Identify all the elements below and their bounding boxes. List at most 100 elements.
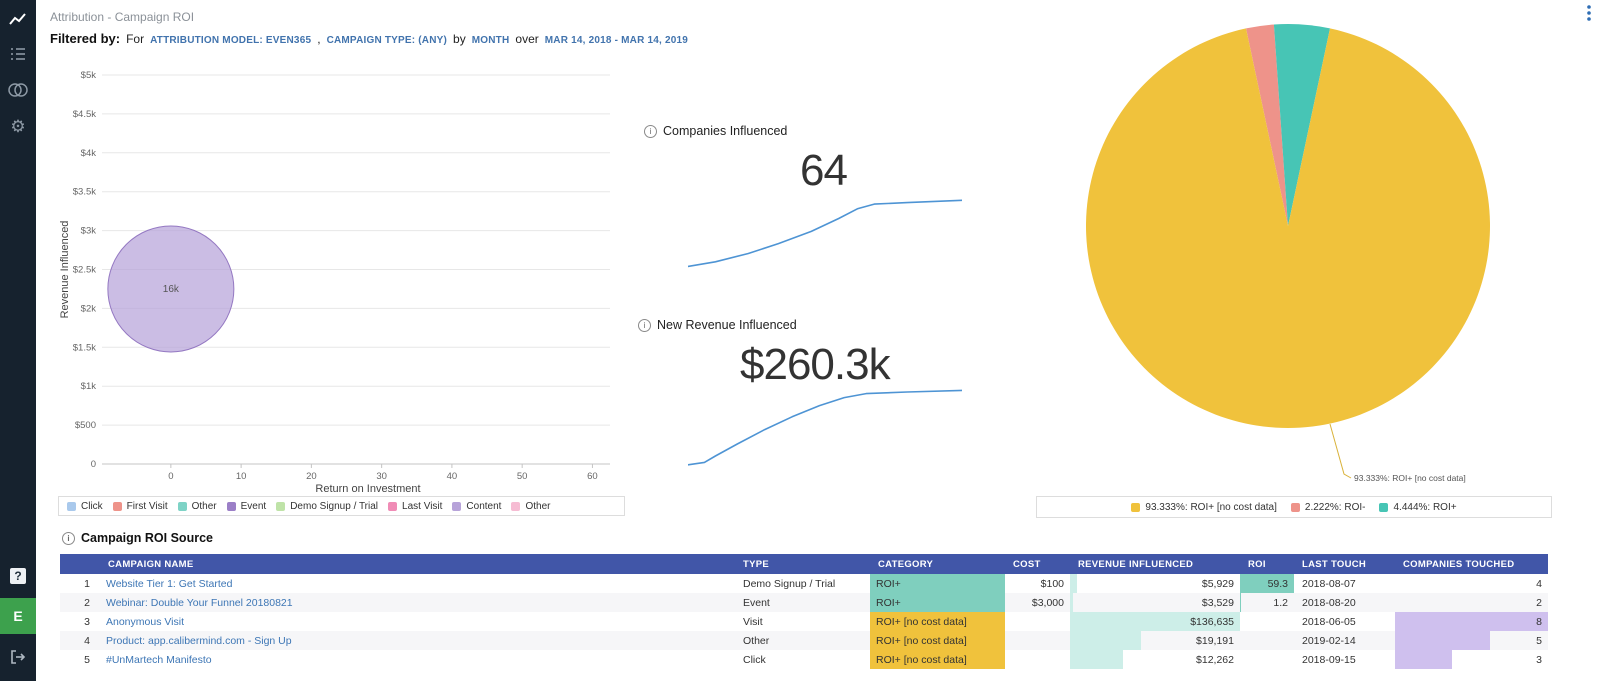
companies-influenced-title: i Companies Influenced <box>644 124 787 138</box>
companies-touched-cell: 3 <box>1395 650 1548 669</box>
pie-chart[interactable]: 93.333%: ROI+ [no cost data] <box>1072 6 1516 492</box>
filter-date-range-link[interactable]: MAR 14, 2018 - MAR 14, 2019 <box>544 35 688 46</box>
filter-prefix: For <box>126 32 145 46</box>
cell-value: 8 <box>1536 615 1542 628</box>
cell-value: 4 <box>1536 577 1542 590</box>
column-header[interactable]: TYPE <box>735 554 870 574</box>
cell-value: $19,191 <box>1196 634 1234 647</box>
legend-item[interactable]: Click <box>67 501 103 512</box>
cell-value: $3,529 <box>1201 596 1234 609</box>
revenue-influenced-cell: $19,191 <box>1070 631 1240 650</box>
table-row: 4 Product: app.calibermind.com - Sign Up O… <box>60 631 1548 650</box>
companies-data-bar <box>1395 612 1548 631</box>
kpi-title-text: New Revenue Influenced <box>657 318 797 332</box>
revenue-data-bar <box>1070 593 1074 612</box>
new-revenue-influenced-value: $260.3k <box>740 340 891 389</box>
last-touch-cell: 2018-08-07 <box>1302 577 1356 590</box>
filter-over-word: over <box>515 32 539 46</box>
category-cell: ROI+ [no cost data] <box>870 650 1005 669</box>
legend-item[interactable]: 2.222%: ROI- <box>1290 501 1366 513</box>
svg-text:Return on Investment: Return on Investment <box>315 483 420 493</box>
table-title-text: Campaign ROI Source <box>81 531 213 545</box>
analytics-icon[interactable] <box>0 8 36 32</box>
audiences-icon[interactable] <box>0 78 36 102</box>
kpi-title-text: Companies Influenced <box>663 124 788 138</box>
svg-text:$2.5k: $2.5k <box>73 265 96 276</box>
filter-label: Filtered by: <box>50 31 121 46</box>
roi-cell: 59.3 <box>1240 574 1294 593</box>
legend-item[interactable]: Other <box>511 501 550 512</box>
filter-granularity-link[interactable]: MONTH <box>471 35 510 46</box>
legend-item[interactable]: Content <box>452 501 501 512</box>
legend-label: First Visit <box>126 500 168 512</box>
legend-item[interactable]: Demo Signup / Trial <box>276 501 378 512</box>
info-icon[interactable]: i <box>62 531 75 545</box>
type-cell: Visit <box>743 615 763 628</box>
type-cell: Event <box>743 596 770 609</box>
svg-text:10: 10 <box>236 471 247 482</box>
svg-text:$4.5k: $4.5k <box>73 109 96 120</box>
cell-value: 3 <box>1536 653 1542 666</box>
revenue-data-bar <box>1070 574 1077 593</box>
settings-gear-icon[interactable]: ⚙ <box>10 116 26 136</box>
revenue-influenced-cell: $136,635 <box>1070 612 1240 631</box>
list-icon[interactable] <box>0 42 36 66</box>
bubble-chart-legend: Click First Visit Other Event Demo Signup / … <box>58 496 625 516</box>
column-header[interactable]: COMPANIES TOUCHED <box>1395 554 1548 574</box>
help-icon[interactable]: ? <box>10 568 26 584</box>
bubble-chart[interactable]: $5k $4.5k $4k $3.5k $3k $2.5k $2k $1.5k $1k $500 0… <box>58 56 628 493</box>
column-header[interactable]: CATEGORY <box>870 554 1005 574</box>
revenue-sparkline-chart[interactable] <box>688 388 962 468</box>
companies-sparkline-chart[interactable] <box>688 198 962 274</box>
legend-label: 2.222%: ROI- <box>1304 501 1366 513</box>
cost-cell: $100 <box>1040 577 1064 590</box>
legend-swatch-icon <box>226 501 236 511</box>
row-number: 2 <box>84 596 90 609</box>
column-header[interactable]: COST <box>1005 554 1070 574</box>
table-row: 5 #UnMartech Manifesto Click ROI+ [no cost … <box>60 650 1548 669</box>
legend-item[interactable]: First Visit <box>112 500 168 512</box>
column-header[interactable]: ROI <box>1240 554 1294 574</box>
campaign-name-link[interactable]: Website Tier 1: Get Started <box>106 577 233 590</box>
legend-label: Click <box>81 500 103 512</box>
legend-item[interactable]: 93.333%: ROI+ [no cost data] <box>1131 502 1277 513</box>
filter-attribution-model-link[interactable]: ATTRIBUTION MODEL: Even365 <box>150 35 312 46</box>
legend-item[interactable]: Event <box>226 501 266 512</box>
table-row: 2 Webinar: Double Your Funnel 20180821 Eve… <box>60 593 1548 612</box>
filter-bar: Filtered by: For ATTRIBUTION MODEL: Even… <box>50 31 688 51</box>
companies-data-bar <box>1395 650 1452 669</box>
companies-touched-cell: 5 <box>1395 631 1548 650</box>
legend-item[interactable]: Last Visit <box>388 501 442 512</box>
info-icon[interactable]: i <box>644 124 657 138</box>
revenue-data-bar <box>1070 631 1142 650</box>
campaign-name-link[interactable]: Anonymous Visit <box>106 615 185 628</box>
legend-swatch-icon <box>276 501 286 511</box>
column-header[interactable]: REVENUE INFLUENCED <box>1070 554 1240 574</box>
legend-item[interactable]: 4.444%: ROI+ <box>1379 502 1457 513</box>
legend-label: Other <box>191 500 217 512</box>
companies-touched-cell: 8 <box>1395 612 1548 631</box>
row-number: 1 <box>84 577 90 590</box>
type-cell: Other <box>743 634 770 647</box>
campaign-name-link[interactable]: Product: app.calibermind.com - Sign Up <box>106 634 292 647</box>
svg-text:93.333%: ROI+ [no cost data]: 93.333%: ROI+ [no cost data] <box>1354 473 1466 483</box>
column-header[interactable]: CAMPAIGN NAME <box>100 554 735 574</box>
type-cell: Click <box>743 653 766 666</box>
row-number: 4 <box>84 634 90 647</box>
category-cell: ROI+ <box>870 574 1005 593</box>
campaign-name-link[interactable]: Webinar: Double Your Funnel 20180821 <box>106 596 293 609</box>
avatar[interactable]: E <box>0 598 36 634</box>
legend-label: Other <box>525 500 551 512</box>
campaign-name-link[interactable]: #UnMartech Manifesto <box>106 653 212 666</box>
page-title: Attribution - Campaign ROI <box>50 10 195 24</box>
new-revenue-influenced-title: i New Revenue Influenced <box>638 318 797 332</box>
row-number: 3 <box>84 615 90 628</box>
logout-icon[interactable] <box>0 645 36 669</box>
filter-campaign-type-link[interactable]: CAMPAIGN TYPE: (ANY) <box>326 35 448 46</box>
kebab-menu-icon[interactable] <box>1586 4 1592 29</box>
column-header[interactable]: LAST TOUCH <box>1294 554 1395 574</box>
info-icon[interactable]: i <box>638 318 651 332</box>
legend-item[interactable]: Other <box>177 500 217 512</box>
legend-swatch-icon <box>67 501 76 511</box>
